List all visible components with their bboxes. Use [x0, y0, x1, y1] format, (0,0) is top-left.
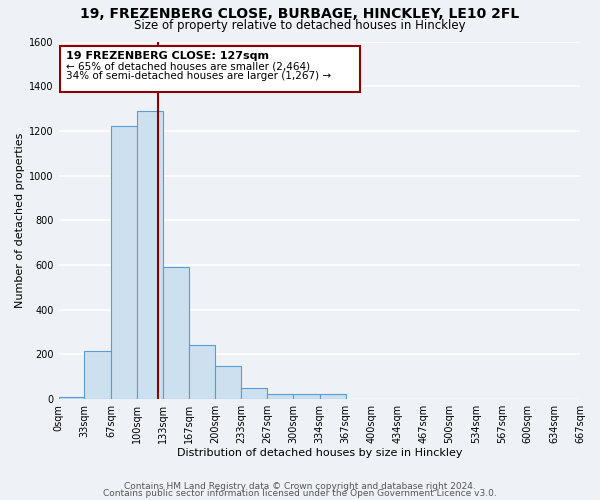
Bar: [137, 111, 163, 399]
Y-axis label: Number of detached properties: Number of detached properties: [15, 132, 25, 308]
Bar: [163, 267, 189, 399]
Bar: [241, 388, 268, 399]
Text: 19 FREZENBERG CLOSE: 127sqm: 19 FREZENBERG CLOSE: 127sqm: [67, 51, 269, 61]
Bar: [60, 46, 359, 92]
Bar: [189, 346, 215, 399]
X-axis label: Distribution of detached houses by size in Hinckley: Distribution of detached houses by size …: [176, 448, 462, 458]
Bar: [215, 366, 241, 399]
Text: Size of property relative to detached houses in Hinckley: Size of property relative to detached ho…: [134, 19, 466, 32]
Bar: [59, 397, 85, 399]
Bar: [293, 394, 320, 399]
Bar: [85, 351, 111, 399]
Text: 34% of semi-detached houses are larger (1,267) →: 34% of semi-detached houses are larger (…: [67, 71, 332, 81]
Text: Contains HM Land Registry data © Crown copyright and database right 2024.: Contains HM Land Registry data © Crown c…: [124, 482, 476, 491]
Bar: [268, 394, 293, 399]
Bar: [320, 394, 346, 399]
Text: 19, FREZENBERG CLOSE, BURBAGE, HINCKLEY, LE10 2FL: 19, FREZENBERG CLOSE, BURBAGE, HINCKLEY,…: [80, 8, 520, 22]
Bar: [111, 126, 137, 399]
Text: Contains public sector information licensed under the Open Government Licence v3: Contains public sector information licen…: [103, 490, 497, 498]
Text: ← 65% of detached houses are smaller (2,464): ← 65% of detached houses are smaller (2,…: [67, 62, 311, 72]
